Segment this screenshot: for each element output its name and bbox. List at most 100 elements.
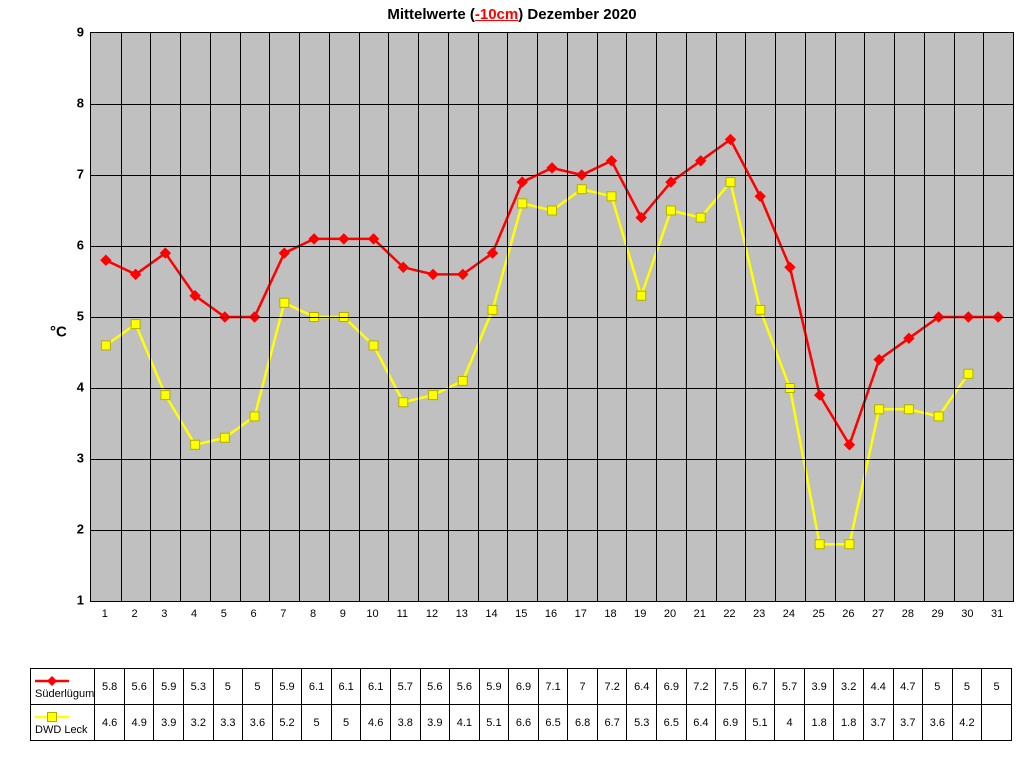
gridline-vertical xyxy=(597,33,598,601)
gridline-vertical xyxy=(507,33,508,601)
gridline-vertical xyxy=(656,33,657,601)
plot-area xyxy=(90,32,1014,602)
gridline-vertical xyxy=(388,33,389,601)
data-cell: 6.5 xyxy=(538,705,568,741)
data-cell: 5 xyxy=(331,705,361,741)
y-axis-label: °C xyxy=(50,324,67,341)
y-tick: 1 xyxy=(54,593,84,608)
series-marker xyxy=(428,269,438,279)
gridline-horizontal xyxy=(91,530,1013,531)
gridline-vertical xyxy=(448,33,449,601)
data-cell: 3.7 xyxy=(893,705,923,741)
chart-area: °C 1234567891234567891011121314151617181… xyxy=(50,32,1014,638)
data-cell: 4.1 xyxy=(450,705,480,741)
data-cell: 5.9 xyxy=(272,669,302,705)
gridline-vertical xyxy=(716,33,717,601)
data-cell: 5.6 xyxy=(450,669,480,705)
gridline-vertical xyxy=(121,33,122,601)
y-tick: 5 xyxy=(54,309,84,324)
data-cell: 6.8 xyxy=(568,705,598,741)
gridline-vertical xyxy=(864,33,865,601)
data-cell: 6.9 xyxy=(657,669,687,705)
legend-cell: Süderlügum xyxy=(31,669,95,705)
series-marker xyxy=(845,540,854,549)
data-cell: 5.8 xyxy=(95,669,125,705)
x-tick: 8 xyxy=(299,608,327,620)
series-marker xyxy=(161,391,170,400)
series-marker xyxy=(101,341,110,350)
x-tick: 27 xyxy=(864,608,892,620)
data-cell: 5.6 xyxy=(420,669,450,705)
gridline-horizontal xyxy=(91,246,1013,247)
x-tick: 15 xyxy=(507,608,535,620)
series-marker xyxy=(666,206,675,215)
data-cell: 5.1 xyxy=(745,705,775,741)
gridline-vertical xyxy=(210,33,211,601)
x-tick: 31 xyxy=(983,608,1011,620)
gridline-vertical xyxy=(775,33,776,601)
data-cell: 3.2 xyxy=(184,705,214,741)
title-prefix: Mittelwerte ( xyxy=(387,6,475,23)
x-tick: 1 xyxy=(91,608,119,620)
gridline-vertical xyxy=(626,33,627,601)
series-marker xyxy=(875,405,884,414)
data-cell: 6.7 xyxy=(597,705,627,741)
series-marker xyxy=(785,262,795,272)
data-cell: 3.8 xyxy=(390,705,420,741)
y-tick: 7 xyxy=(54,167,84,182)
gridline-horizontal xyxy=(91,459,1013,460)
data-table: Süderlügum5.85.65.95.3555.96.16.16.15.75… xyxy=(30,668,1012,741)
x-tick: 2 xyxy=(121,608,149,620)
data-cell: 5 xyxy=(213,669,243,705)
legend-label: Süderlügum xyxy=(35,688,94,700)
y-tick: 8 xyxy=(54,96,84,111)
x-tick: 29 xyxy=(924,608,952,620)
gridline-vertical xyxy=(567,33,568,601)
x-tick: 4 xyxy=(180,608,208,620)
data-cell: 6.1 xyxy=(302,669,332,705)
gridline-vertical xyxy=(954,33,955,601)
data-cell: 6.4 xyxy=(627,669,657,705)
series-marker xyxy=(280,298,289,307)
series-marker xyxy=(250,412,259,421)
series-marker xyxy=(696,213,705,222)
data-cell: 5.9 xyxy=(154,669,184,705)
series-marker xyxy=(518,199,527,208)
x-tick: 24 xyxy=(775,608,803,620)
x-tick: 3 xyxy=(150,608,178,620)
data-cell: 5.3 xyxy=(184,669,214,705)
series-marker xyxy=(934,412,943,421)
data-cell: 6.7 xyxy=(745,669,775,705)
data-cell: 5.7 xyxy=(390,669,420,705)
series-marker xyxy=(756,305,765,314)
data-cell: 4 xyxy=(775,705,805,741)
gridline-vertical xyxy=(180,33,181,601)
gridline-vertical xyxy=(150,33,151,601)
x-tick: 20 xyxy=(656,608,684,620)
gridline-vertical xyxy=(686,33,687,601)
title-suffix: ) Dezember 2020 xyxy=(518,6,636,23)
series-marker xyxy=(429,391,438,400)
gridline-horizontal xyxy=(91,104,1013,105)
data-cell: 5.3 xyxy=(627,705,657,741)
gridline-vertical xyxy=(924,33,925,601)
y-tick: 2 xyxy=(54,522,84,537)
data-cell: 3.7 xyxy=(863,705,893,741)
x-tick: 22 xyxy=(715,608,743,620)
gridline-vertical xyxy=(269,33,270,601)
title-highlight: -10cm xyxy=(475,6,518,23)
x-tick: 23 xyxy=(745,608,773,620)
data-cell: 5 xyxy=(302,705,332,741)
x-tick: 12 xyxy=(418,608,446,620)
x-tick: 25 xyxy=(805,608,833,620)
legend-cell: DWD Leck xyxy=(31,705,95,741)
data-cell: 6.5 xyxy=(657,705,687,741)
x-tick: 7 xyxy=(269,608,297,620)
x-tick: 5 xyxy=(210,608,238,620)
x-tick: 21 xyxy=(686,608,714,620)
y-tick: 4 xyxy=(54,380,84,395)
data-cell: 3.6 xyxy=(923,705,953,741)
data-cell: 4.9 xyxy=(124,705,154,741)
data-cell: 4.6 xyxy=(361,705,391,741)
series-marker xyxy=(577,185,586,194)
